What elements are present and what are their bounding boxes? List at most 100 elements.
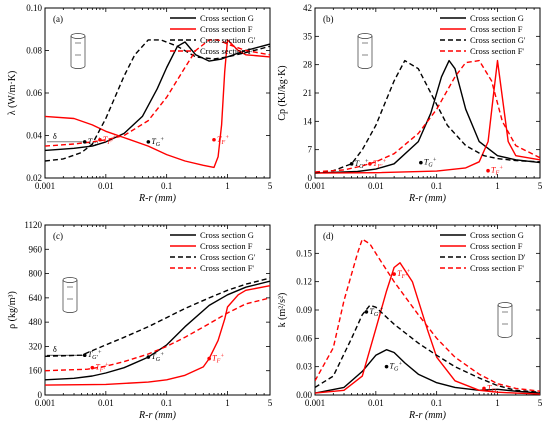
series-line-4 (315, 59, 540, 173)
chart-panel-2: 0.001 0.01 0.1 1 5 0 7 14 21 28 35 42 R-r (mm) Cp (KJ… (277, 3, 543, 204)
series-line-3 (45, 277, 270, 357)
cylinder-icon (70, 33, 86, 69)
cylinder-icon (497, 302, 513, 338)
y-tick-label: 0.06 (26, 88, 42, 98)
y-tick-label: 0.06 (296, 333, 312, 343)
x-tick-label: 1 (225, 398, 230, 408)
y-tick-label: 0.10 (26, 3, 42, 13)
x-tick-label: 5 (268, 398, 273, 408)
y-tick-label: 14 (303, 116, 313, 126)
x-tick-label: 0.01 (98, 181, 114, 191)
marker-label: TF+ (212, 354, 224, 365)
y-tick-label: 35 (303, 31, 313, 41)
chart-panel-1: 0.001 0.01 0.1 1 5 0.02 0.04 0.06 0.08 0.10 R-r (m… (7, 3, 273, 204)
series-line-3 (315, 59, 540, 174)
y-tick-label: 0.02 (26, 173, 42, 183)
legend-entry: Cross section G (470, 230, 524, 240)
legend-entry: Cross section F' (200, 263, 254, 273)
y-tick-label: 0.04 (26, 131, 42, 141)
marker-label: TG+ (151, 137, 164, 148)
delta-label: δ (53, 132, 57, 141)
y-tick-label: 42 (303, 3, 312, 13)
legend-entry: Cross section G' (470, 35, 526, 45)
marker-label: TG'+ (369, 307, 383, 318)
legend-entry: Cross section G' (200, 35, 256, 45)
cylinder-top (497, 302, 513, 308)
x-tick-label: 0.1 (431, 181, 442, 191)
x-axis-label: R-r (mm) (408, 193, 447, 204)
marker-label: TF+ (491, 166, 503, 177)
cylinder-top (62, 277, 78, 283)
series-line-4 (315, 238, 540, 392)
cylinder-bottom (62, 309, 78, 313)
marker-label: TG'+ (88, 350, 102, 361)
marker-point (82, 353, 87, 358)
y-tick-label: 0 (38, 390, 43, 400)
y-tick-label: 0 (308, 173, 313, 183)
marker-point (90, 365, 95, 370)
marker-point (82, 140, 87, 144)
series-line-2 (315, 59, 540, 174)
y-tick-label: 640 (29, 293, 43, 303)
marker-point (486, 168, 490, 173)
y-tick-label: 480 (29, 317, 43, 327)
series-line-4 (45, 297, 270, 372)
series-line-2 (315, 262, 540, 395)
x-tick-label: 0.01 (98, 398, 114, 408)
marker-point (98, 137, 102, 142)
x-tick-label: 0.001 (305, 398, 325, 408)
marker-label: TG'+ (355, 159, 369, 170)
cylinder-icon (357, 33, 373, 69)
marker-point (482, 386, 486, 391)
marker-label: TG+ (424, 158, 437, 169)
legend-entry: Cross section F' (470, 263, 524, 273)
x-tick-label: 0.01 (368, 398, 384, 408)
y-tick-label: 0.15 (296, 248, 312, 258)
marker-label: TF+ (217, 135, 229, 146)
y-tick-label: 0.03 (296, 362, 312, 372)
legend-entry: Cross section G (200, 13, 254, 23)
panel-label: (d) (323, 231, 334, 241)
y-tick-label: 800 (29, 269, 43, 279)
marker-point (212, 137, 216, 142)
y-axis-label: ρ (kg/m³) (7, 291, 18, 329)
cylinder-bottom (357, 65, 373, 69)
y-tick-label: 7 (308, 145, 313, 155)
series-line-4 (45, 39, 270, 147)
panel-label: (b) (323, 14, 334, 24)
cylinder-bottom (70, 65, 86, 69)
y-tick-label: 0.09 (296, 305, 312, 315)
marker-label: TD+ (487, 383, 500, 394)
marker-point (146, 355, 151, 359)
legend-entry: Cross section G (470, 13, 524, 23)
x-tick-label: 0.1 (431, 398, 442, 408)
marker-point (349, 162, 354, 166)
x-tick-label: 0.001 (305, 181, 325, 191)
series-line-1 (45, 41, 270, 152)
marker-label: TG+ (390, 362, 403, 373)
marker-point (384, 364, 389, 369)
x-axis-label: R-r (mm) (138, 410, 177, 421)
x-axis-label: R-r (mm) (408, 410, 447, 421)
marker-point (392, 272, 396, 276)
y-axis-label: Cp (KJ/kg·K) (277, 65, 288, 120)
x-tick-label: 5 (538, 398, 543, 408)
y-tick-label: 960 (29, 244, 43, 254)
x-tick-label: 5 (538, 181, 543, 191)
y-tick-label: 1120 (24, 220, 42, 230)
x-tick-label: 0.1 (161, 181, 172, 191)
x-tick-label: 0.1 (161, 398, 172, 408)
x-tick-label: 0.001 (35, 181, 55, 191)
series-line-3 (45, 39, 270, 162)
y-tick-label: 28 (303, 60, 313, 70)
marker-label: TG+ (151, 352, 164, 363)
marker-point (419, 160, 423, 165)
marker-point (207, 356, 211, 361)
marker-label: TF'+ (373, 159, 386, 170)
legend-entry: Cross section F' (200, 46, 254, 56)
y-tick-label: 0.08 (26, 46, 42, 56)
y-tick-label: 0.12 (296, 277, 312, 287)
legend-entry: Cross section D' (470, 252, 526, 262)
